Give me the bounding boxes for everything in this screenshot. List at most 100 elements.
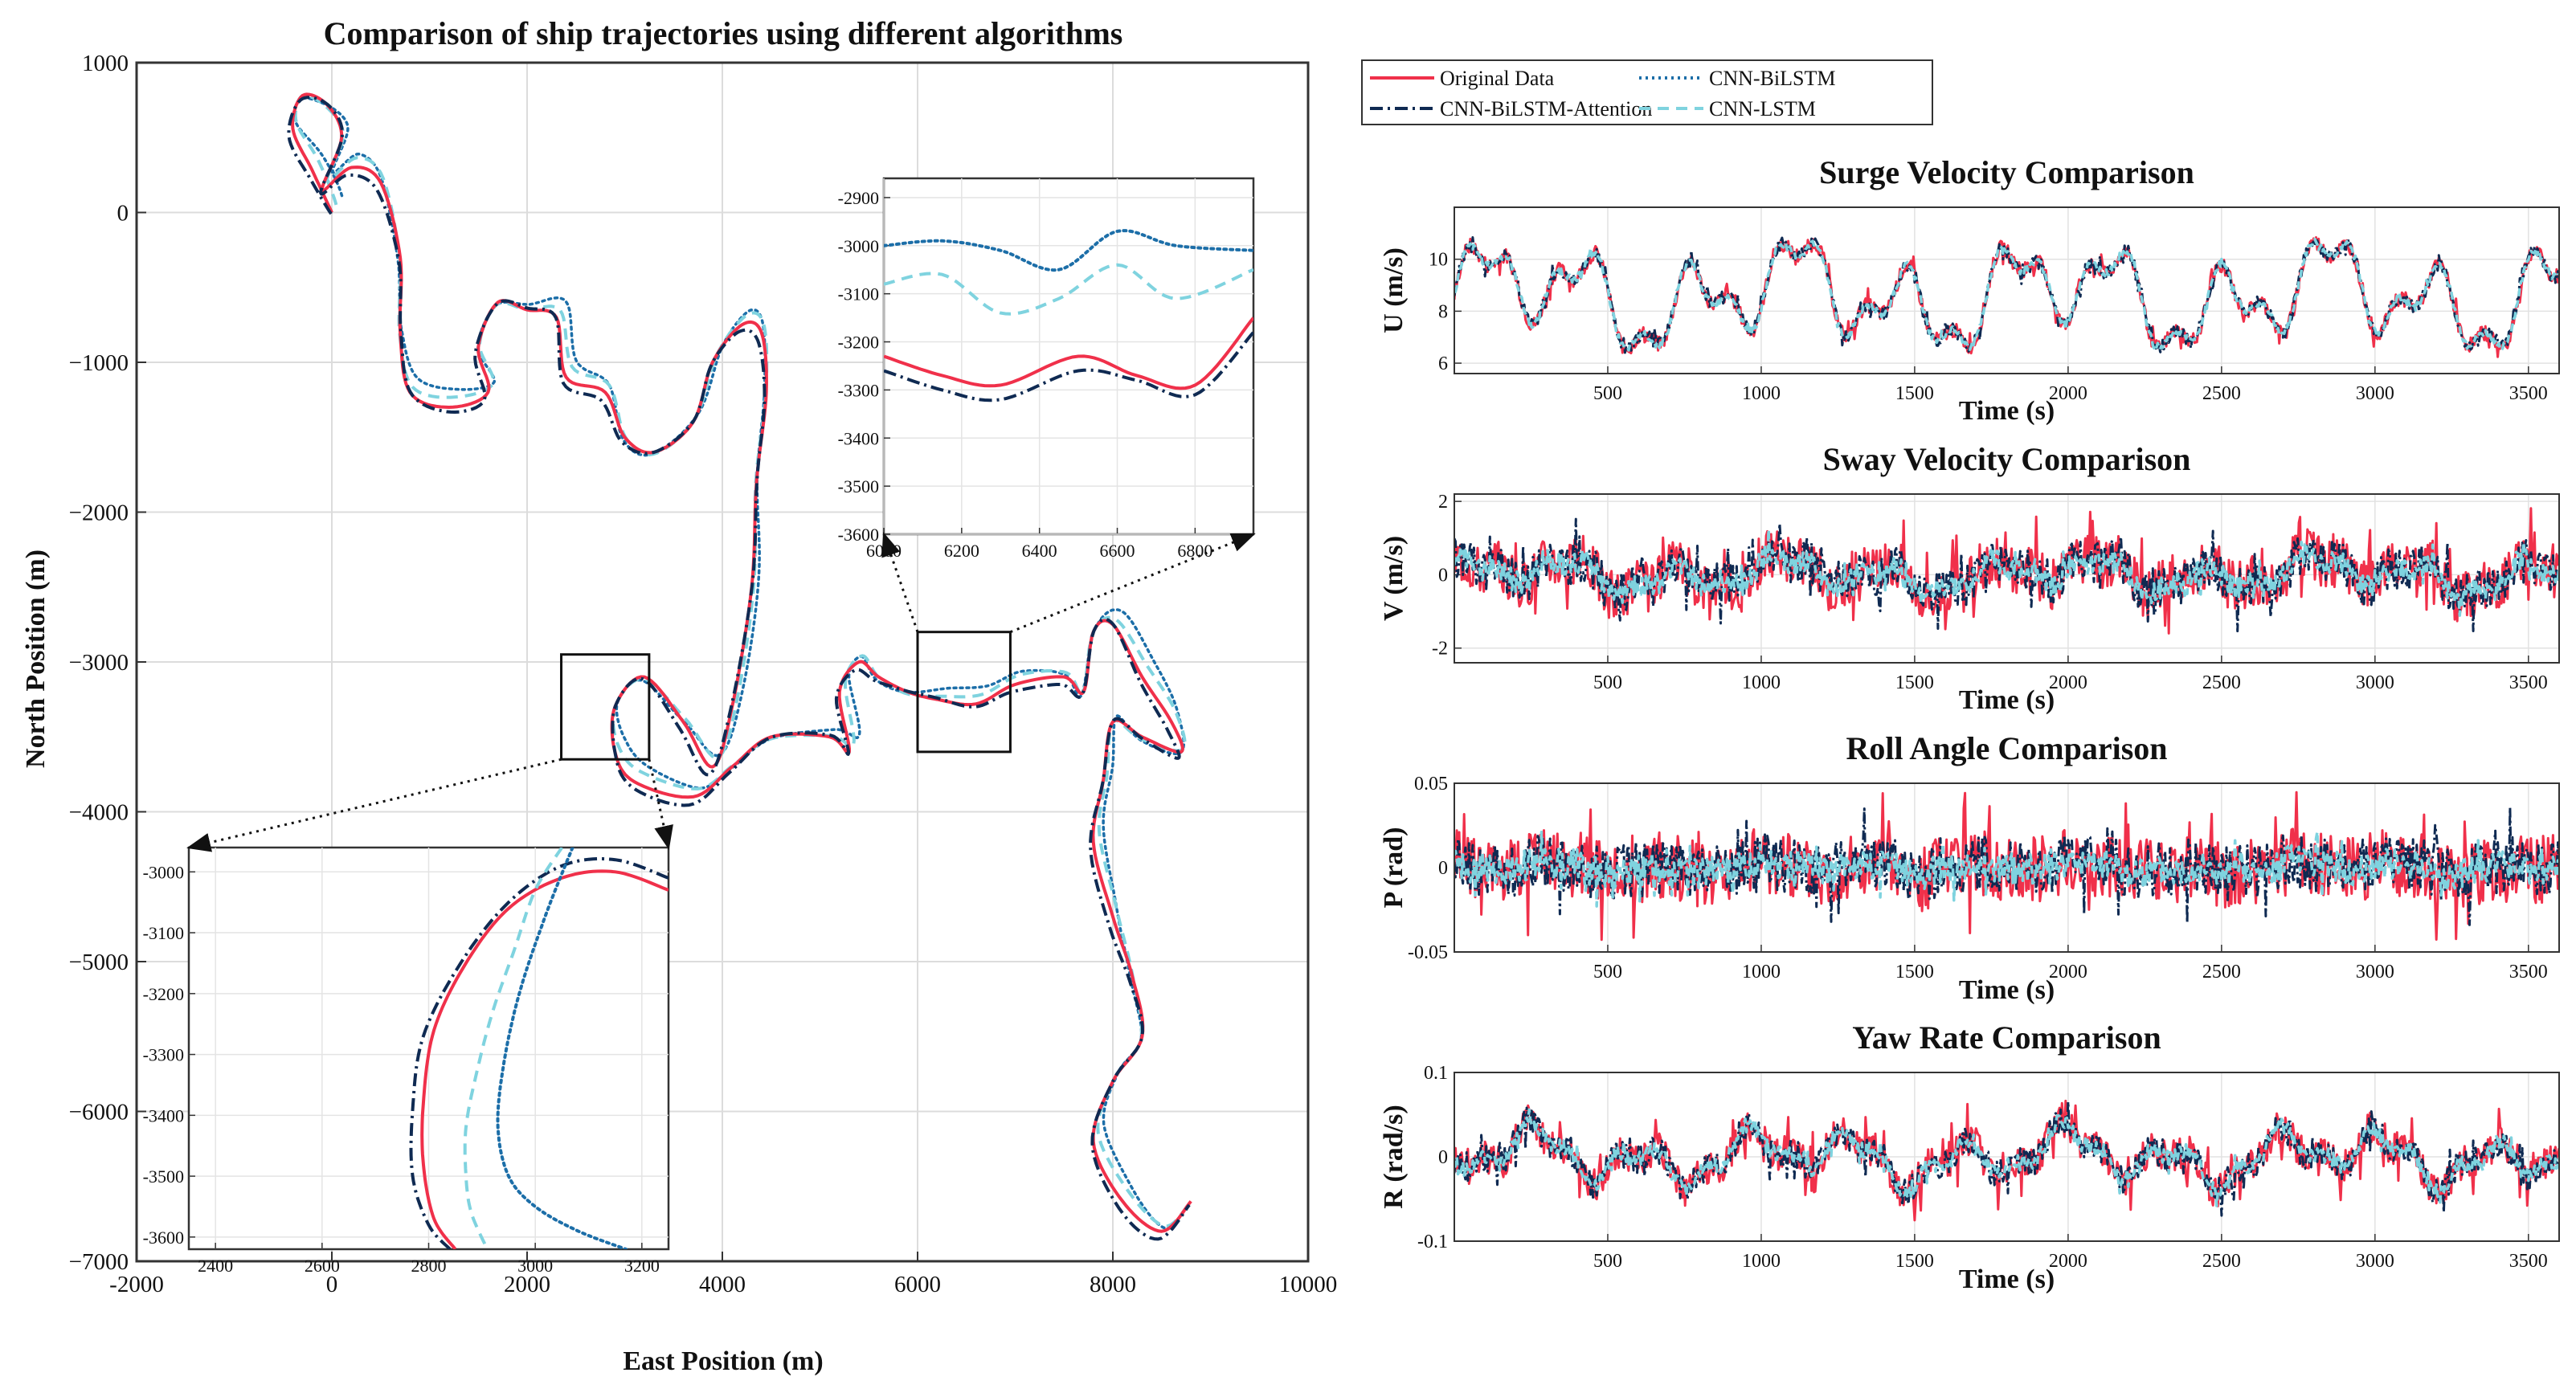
subplot-lines	[1454, 790, 2559, 942]
inset-y-tick-label: -3600	[143, 1228, 184, 1248]
x-tick-label: 6000	[894, 1272, 941, 1297]
inset-lines	[884, 229, 1253, 402]
legend-item-original: Original Data	[1370, 67, 1555, 90]
x-tick-label: 4000	[699, 1272, 746, 1297]
inset-y-tick-label: -3600	[838, 525, 879, 545]
subplot-x-tick-label: 2000	[2049, 1251, 2087, 1272]
subplot-title: Roll Angle Comparison	[1846, 730, 2167, 766]
subplot-lines	[1454, 507, 2559, 635]
x-tick-label: 8000	[1090, 1272, 1136, 1297]
subplot-x-tick-label: 3000	[2356, 672, 2394, 693]
trajectory-lines	[287, 92, 1192, 1241]
legend-item-lstm: CNN-LSTM	[1639, 97, 1816, 121]
legend-label-attention: CNN-BiLSTM-Attention	[1440, 97, 1652, 121]
subplot-background	[1454, 207, 2559, 374]
inset-y-tick-label: -2900	[838, 188, 879, 208]
legend-label-original: Original Data	[1440, 67, 1555, 90]
subplot-series-attention	[1454, 1100, 2559, 1217]
inset-y-tick-label: -3200	[143, 984, 184, 1004]
x-tick-label: 10000	[1279, 1272, 1338, 1297]
subplot-x-tick-label: 1500	[1895, 1251, 1934, 1272]
subplot-series-lstm	[1454, 830, 2559, 908]
legend: Original Data CNN-BiLSTM CNN-BiLSTM-Atte…	[1361, 59, 1933, 125]
inset-series-original	[884, 317, 1253, 390]
trajectory-ylabel: North Position (m)	[21, 549, 51, 768]
roll-subplot: Roll Angle Comparison 500 1000 1500 2000 2500…	[1379, 730, 2560, 1005]
trajectory-series-attention	[287, 96, 1191, 1241]
inset-x-tick-label: 6400	[1022, 541, 1057, 561]
y-tick-label: −1000	[69, 350, 129, 376]
inset-x-tick-label: 6800	[1177, 541, 1212, 561]
trajectory-xlabel: East Position (m)	[623, 1346, 823, 1376]
yaw-subplot: Yaw Rate Comparison 500 1000 1500 2000 2500 30…	[1379, 1019, 2560, 1294]
subplot-title: Surge Velocity Comparison	[1819, 154, 2194, 190]
subplot-lines	[1454, 1099, 2559, 1222]
inset-x-tick-label: 2600	[305, 1256, 340, 1276]
subplot-y-tick-label: -2	[1432, 639, 1448, 660]
subplot-x-tick-label: 3000	[2356, 1251, 2394, 1272]
inset-y-tick-label: -3500	[838, 476, 879, 496]
subplot-x-tick-label: 3500	[2509, 962, 2548, 982]
subplot-ylabel: V (m/s)	[1379, 536, 1409, 621]
inset-x-tick-label: 2400	[198, 1256, 233, 1276]
inset-x-tick-label: 6200	[944, 541, 979, 561]
inset-series-original	[420, 869, 669, 1249]
subplot-series-lstm	[1454, 528, 2559, 617]
subplot-frame	[1454, 206, 2560, 374]
inset-series-bilstm	[884, 229, 1253, 272]
subplot-x-tick-label: 500	[1593, 1251, 1622, 1272]
y-tick-label: −5000	[69, 950, 129, 975]
subplot-y-tick-label: 8	[1438, 301, 1448, 322]
sway-subplot: Sway Velocity Comparison 500 1000 1500 2000 2…	[1379, 441, 2560, 715]
subplot-x-tick-label: 2500	[2202, 1251, 2241, 1272]
subplot-series-lstm	[1454, 1108, 2559, 1207]
subplot-x-tick-label: 1500	[1895, 962, 1934, 982]
subplot-y-tick-label: 0.05	[1414, 774, 1448, 795]
subplot-frame	[1454, 1072, 2560, 1242]
subplot-x-tick-label: 1000	[1742, 383, 1781, 404]
subplot-xlabel: Time (s)	[1959, 396, 2055, 426]
subplot-x-tick-label: 3000	[2356, 383, 2394, 404]
subplot-y-tick-label: 10	[1429, 250, 1448, 271]
subplot-y-tick-label: -0.05	[1408, 942, 1448, 963]
inset-x-tick-label: 3200	[624, 1256, 660, 1276]
subplot-x-tick-label: 1000	[1742, 672, 1781, 693]
inset-y-tick-label: -3300	[143, 1045, 184, 1065]
subplot-x-tick-label: 2000	[2049, 962, 2087, 982]
inset-series-lstm	[884, 263, 1253, 316]
subplot-x-tick-label: 1000	[1742, 962, 1781, 982]
zoom-connector	[881, 532, 919, 633]
inset-x-tick-label: 2800	[411, 1256, 447, 1276]
subplot-ylabel: U (m/s)	[1379, 247, 1409, 333]
inset-y-tick-label: -3000	[143, 862, 184, 882]
subplot-ylabel: R (rad/s)	[1379, 1105, 1409, 1208]
zoom-boxes	[560, 631, 1012, 761]
subplot-x-tick-label: 2000	[2049, 383, 2087, 404]
subplot-title: Yaw Rate Comparison	[1852, 1019, 2161, 1056]
inset-y-tick-label: -3100	[143, 923, 184, 943]
inset-x-tick-label: 3000	[517, 1256, 553, 1276]
subplot-x-tick-label: 2000	[2049, 672, 2087, 693]
subplot-xlabel: Time (s)	[1959, 1264, 2055, 1294]
trajectory-frame	[135, 61, 1310, 1263]
zoom-box-left	[560, 653, 651, 761]
subplot-x-tick-label: 1500	[1895, 672, 1934, 693]
inset-series-lstm	[463, 848, 563, 1249]
subplot-x-tick-label: 3500	[2509, 1251, 2548, 1272]
y-tick-label: −2000	[69, 500, 129, 526]
legend-item-bilstm: CNN-BiLSTM	[1639, 67, 1835, 90]
subplot-x-tick-label: 3000	[2356, 962, 2394, 982]
zoom-connector	[648, 758, 673, 850]
y-tick-label: 1000	[82, 51, 129, 76]
subplot-x-tick-label: 3500	[2509, 383, 2548, 404]
subplot-lines	[1454, 236, 2559, 358]
legend-box	[1361, 59, 1933, 125]
y-tick-label: 0	[117, 201, 129, 227]
subplot-y-tick-label: 0	[1438, 858, 1448, 879]
subplot-x-tick-label: 2500	[2202, 383, 2241, 404]
inset-y-tick-label: -3400	[838, 428, 879, 448]
zoom-box-right	[916, 631, 1012, 754]
subplot-title: Sway Velocity Comparison	[1823, 441, 2191, 477]
inset-y-tick-label: -3300	[838, 380, 879, 400]
